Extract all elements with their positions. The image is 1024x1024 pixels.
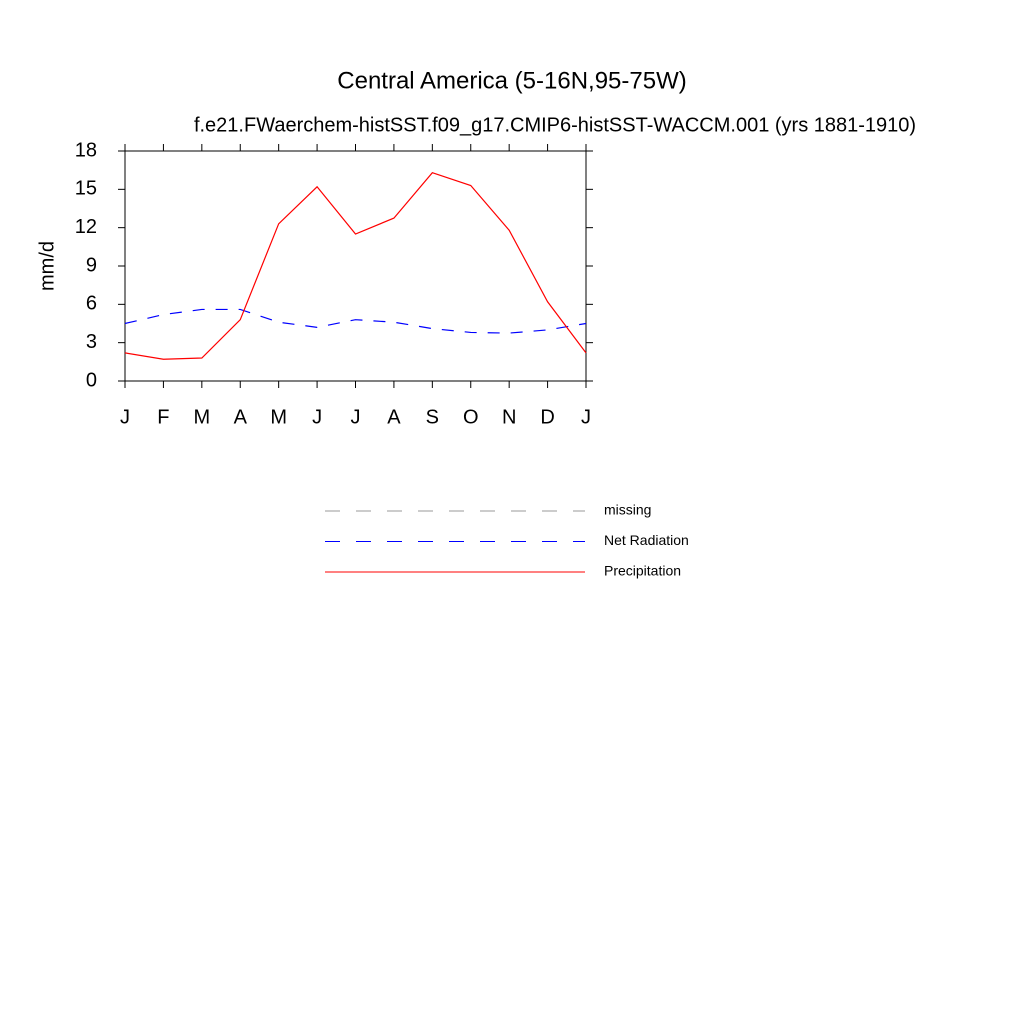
chart-title: Central America (5-16N,95-75W): [337, 67, 686, 94]
x-tick-label: D: [540, 406, 554, 428]
chart-subtitle: f.e21.FWaerchem-histSST.f09_g17.CMIP6-hi…: [194, 114, 916, 136]
x-tick-label: S: [426, 406, 439, 428]
data-line: [124, 172, 587, 360]
y-tick-label: 6: [86, 293, 97, 315]
x-tick-label: N: [502, 406, 516, 428]
y-tick-label: 12: [75, 216, 97, 238]
plot-frame: [124, 150, 587, 382]
legend-label: Precipitation: [604, 563, 681, 579]
x-tick-label: M: [270, 406, 287, 428]
x-tick-label: M: [193, 406, 210, 428]
y-tick-label: 9: [86, 254, 97, 276]
x-tick-label: A: [387, 406, 401, 428]
x-tick-label: F: [157, 406, 169, 428]
x-tick-label: J: [120, 406, 130, 428]
y-tick-label: 18: [75, 139, 97, 161]
legend-label: Net Radiation: [604, 532, 689, 548]
data-line: [124, 308, 587, 334]
y-axis-label: mm/d: [36, 241, 58, 291]
x-tick-label: O: [463, 406, 479, 428]
x-tick-label: J: [351, 406, 361, 428]
x-tick-label: J: [581, 406, 591, 428]
legend-label: missing: [604, 502, 651, 518]
y-tick-label: 0: [86, 369, 97, 391]
y-tick-label: 3: [86, 331, 97, 353]
x-tick-label: A: [234, 406, 248, 428]
x-tick-label: J: [312, 406, 322, 428]
y-tick-label: 15: [75, 178, 97, 200]
